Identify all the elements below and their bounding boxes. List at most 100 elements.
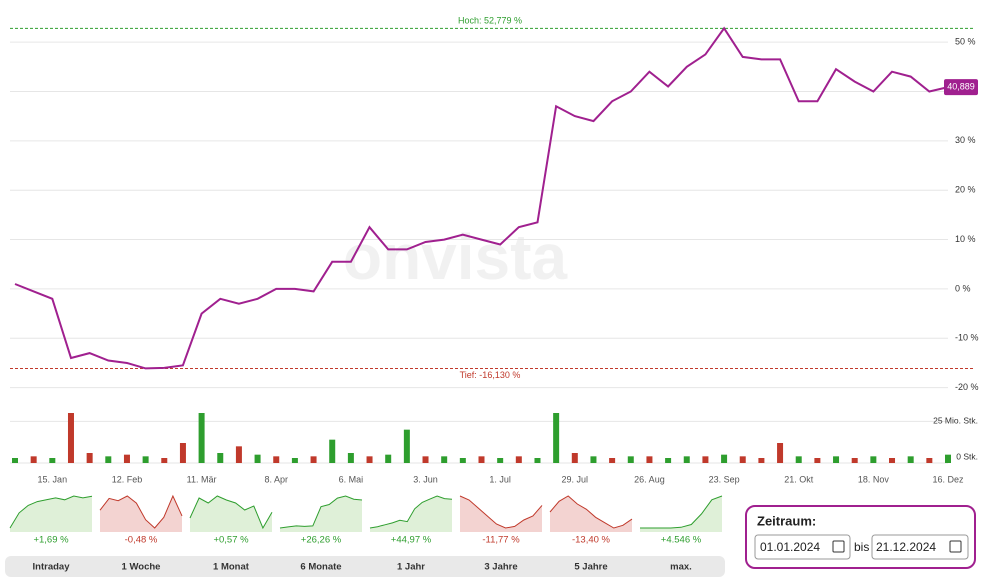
- price-line: [14, 26, 949, 370]
- volume-bar: [627, 456, 634, 463]
- period-change: +0,57 %: [213, 535, 249, 546]
- date-to[interactable]: 21.12.2024: [876, 540, 936, 554]
- calendar-icon[interactable]: [949, 540, 962, 553]
- volume-bar: [646, 456, 653, 463]
- volume-bar: [739, 456, 746, 463]
- volume-bar: [310, 456, 317, 463]
- volume-bar: [777, 443, 784, 463]
- x-tick-label: 11. Mär: [187, 474, 217, 484]
- date-from[interactable]: 01.01.2024: [760, 540, 820, 554]
- x-tick-label: 8. Apr: [264, 474, 288, 484]
- x-tick-label: 15. Jan: [38, 474, 68, 484]
- volume-bar: [926, 458, 933, 463]
- y-tick-label: 0 Stk.: [956, 451, 978, 461]
- volume-bar: [179, 443, 186, 463]
- period-tab[interactable]: 1 Monat: [213, 562, 250, 573]
- sparkline-area: [190, 496, 272, 532]
- volume-bar: [459, 458, 466, 463]
- low-label: Tief: -16,130 %: [460, 370, 521, 380]
- volume-bar: [721, 454, 728, 463]
- volume-bar: [86, 453, 93, 463]
- period-tab-bar: [5, 556, 725, 577]
- volume-bar: [366, 456, 373, 463]
- volume-bar: [422, 456, 429, 463]
- calendar-icon[interactable]: [832, 540, 845, 553]
- period-change: +1,69 %: [33, 535, 69, 546]
- period-change: +26,26 %: [301, 535, 342, 546]
- volume-bar: [273, 456, 280, 463]
- x-tick-label: 1. Jul: [489, 474, 511, 484]
- sparkline-area: [640, 496, 722, 532]
- volume-bar: [515, 456, 522, 463]
- x-tick-label: 6. Mai: [339, 474, 364, 484]
- sparkline: [549, 495, 633, 529]
- period-tab[interactable]: 6 Monate: [300, 562, 341, 573]
- volume-bar: [403, 429, 410, 463]
- sparkline: [279, 495, 363, 529]
- volume-bar: [385, 454, 392, 463]
- volume-bar: [702, 456, 709, 463]
- sparkline-area: [100, 496, 182, 532]
- volume-bar: [907, 456, 914, 463]
- y-tick-label: 20 %: [955, 185, 976, 195]
- high-label: Hoch: 52,779 %: [458, 16, 522, 26]
- volume-bar: [67, 413, 74, 463]
- period-tab[interactable]: max.: [670, 562, 692, 573]
- watermark: onvista: [343, 221, 567, 293]
- range-separator: bis: [854, 540, 869, 554]
- x-tick-label: 12. Feb: [112, 474, 143, 484]
- volume-bar: [609, 458, 616, 463]
- volume-bar: [889, 458, 896, 463]
- period-change: -11,77 %: [482, 535, 520, 546]
- period-tab[interactable]: 5 Jahre: [574, 562, 607, 573]
- volume-bar: [571, 453, 578, 463]
- period-change: -0,48 %: [125, 535, 158, 546]
- x-tick-label: 3. Jun: [413, 474, 438, 484]
- sparkline-area: [10, 496, 92, 532]
- date-from-input[interactable]: [754, 534, 851, 560]
- sparkline-area: [370, 496, 452, 532]
- volume-bar: [553, 413, 560, 463]
- sparkline: [640, 495, 723, 529]
- x-tick-label: 16. Dez: [932, 474, 964, 484]
- period-change: +4.546 %: [661, 535, 702, 546]
- volume-bar: [851, 458, 858, 463]
- volume-bar: [235, 446, 242, 463]
- volume-bar: [870, 456, 877, 463]
- y-tick-label: -10 %: [955, 333, 979, 343]
- volume-bar: [441, 456, 448, 463]
- last-value-label: 40,889: [947, 81, 975, 91]
- volume-bar: [478, 456, 485, 463]
- volume-bar: [105, 456, 112, 463]
- volume-bar: [254, 454, 261, 463]
- volume-bar: [291, 458, 298, 463]
- x-tick-label: 23. Sep: [709, 474, 740, 484]
- sparkline: [369, 495, 453, 529]
- x-tick-label: 18. Nov: [858, 474, 890, 484]
- y-tick-label: 50 %: [955, 36, 976, 46]
- sparkline: [189, 495, 273, 530]
- period-change: +44,97 %: [391, 535, 432, 546]
- volume-bar: [123, 454, 130, 463]
- sparkline-area: [280, 496, 362, 532]
- volume-bar: [30, 456, 37, 463]
- y-tick-label: -20 %: [955, 382, 979, 392]
- volume-bar: [347, 453, 354, 463]
- volume-bar: [217, 453, 224, 463]
- y-tick-label: 30 %: [955, 135, 976, 145]
- volume-bar: [833, 456, 840, 463]
- date-to-input[interactable]: [871, 534, 969, 560]
- sparkline-area: [550, 496, 632, 532]
- period-tab[interactable]: 3 Jahre: [484, 562, 517, 573]
- period-tab[interactable]: 1 Jahr: [397, 562, 425, 573]
- volume-bar: [534, 458, 541, 463]
- sparkline-area: [460, 496, 542, 532]
- sparkline: [9, 495, 93, 529]
- period-tab[interactable]: 1 Woche: [122, 562, 161, 573]
- volume-bar: [590, 456, 597, 463]
- period-tab[interactable]: Intraday: [33, 562, 71, 573]
- volume-bar: [142, 456, 149, 463]
- volume-bar: [161, 458, 168, 463]
- volume-bar: [814, 458, 821, 463]
